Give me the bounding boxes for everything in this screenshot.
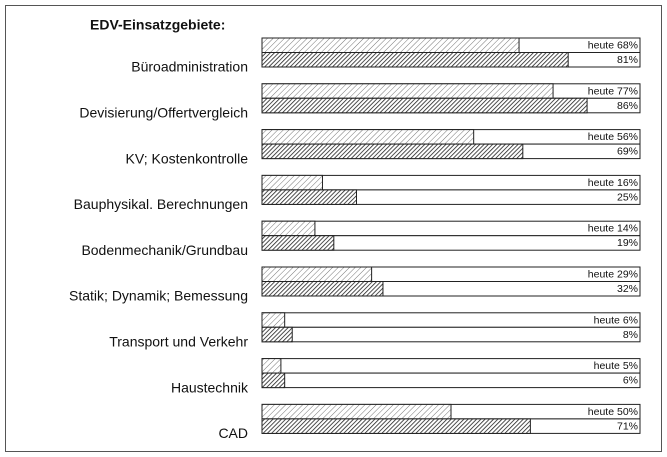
value-label: heute 56% — [588, 131, 638, 143]
bar — [261, 281, 384, 297]
value-label: 69% — [617, 146, 638, 158]
value-label: 19% — [617, 237, 638, 249]
value-label: heute 6% — [594, 314, 638, 326]
category-label: Büroadministration — [131, 59, 248, 75]
value-label: 8% — [623, 329, 638, 341]
bar — [261, 37, 520, 53]
bar — [261, 418, 531, 434]
value-label: 32% — [617, 283, 638, 295]
value-label: heute 16% — [588, 177, 638, 189]
value-label: 6% — [623, 375, 638, 387]
bar — [261, 143, 524, 160]
category-label: CAD — [218, 425, 248, 441]
bar-track — [261, 372, 641, 389]
value-label: 81% — [617, 54, 638, 66]
category-label: Bodenmechanik/Grundbau — [81, 242, 248, 258]
value-label: heute 50% — [588, 406, 638, 418]
bar — [261, 97, 588, 114]
category-label: Haustechnik — [171, 379, 249, 395]
value-label: 25% — [617, 191, 638, 203]
bar-track — [261, 220, 641, 237]
value-label: heute 5% — [594, 360, 638, 372]
bar — [261, 83, 554, 99]
category-label: Statik; Dynamik; Bemessung — [69, 288, 248, 304]
bar-track — [261, 358, 641, 374]
bar — [261, 266, 373, 282]
bar — [261, 174, 323, 191]
value-label: heute 68% — [588, 40, 638, 52]
bar — [261, 220, 316, 237]
value-label: heute 77% — [588, 85, 638, 97]
category-label: Devisierung/Offertvergleich — [79, 105, 248, 121]
value-label: 86% — [617, 100, 638, 112]
bar — [261, 52, 569, 68]
value-label: heute 29% — [588, 269, 638, 281]
bar — [261, 189, 357, 205]
value-label: 71% — [617, 420, 638, 432]
bar-track — [261, 326, 641, 343]
bar — [261, 372, 286, 389]
category-label: Transport und Verkehr — [109, 334, 248, 350]
bar — [261, 403, 452, 420]
bar — [261, 358, 282, 374]
category-label: KV; Kostenkontrolle — [126, 150, 249, 166]
bar — [261, 326, 293, 343]
bar-track — [261, 312, 641, 328]
category-label: Bauphysikal. Berechnungen — [74, 196, 248, 212]
bar — [261, 129, 475, 145]
bar — [261, 312, 286, 328]
bar — [261, 235, 335, 251]
value-label: heute 14% — [588, 223, 638, 235]
chart-title: EDV-Einsatzgebiete: — [90, 17, 225, 33]
